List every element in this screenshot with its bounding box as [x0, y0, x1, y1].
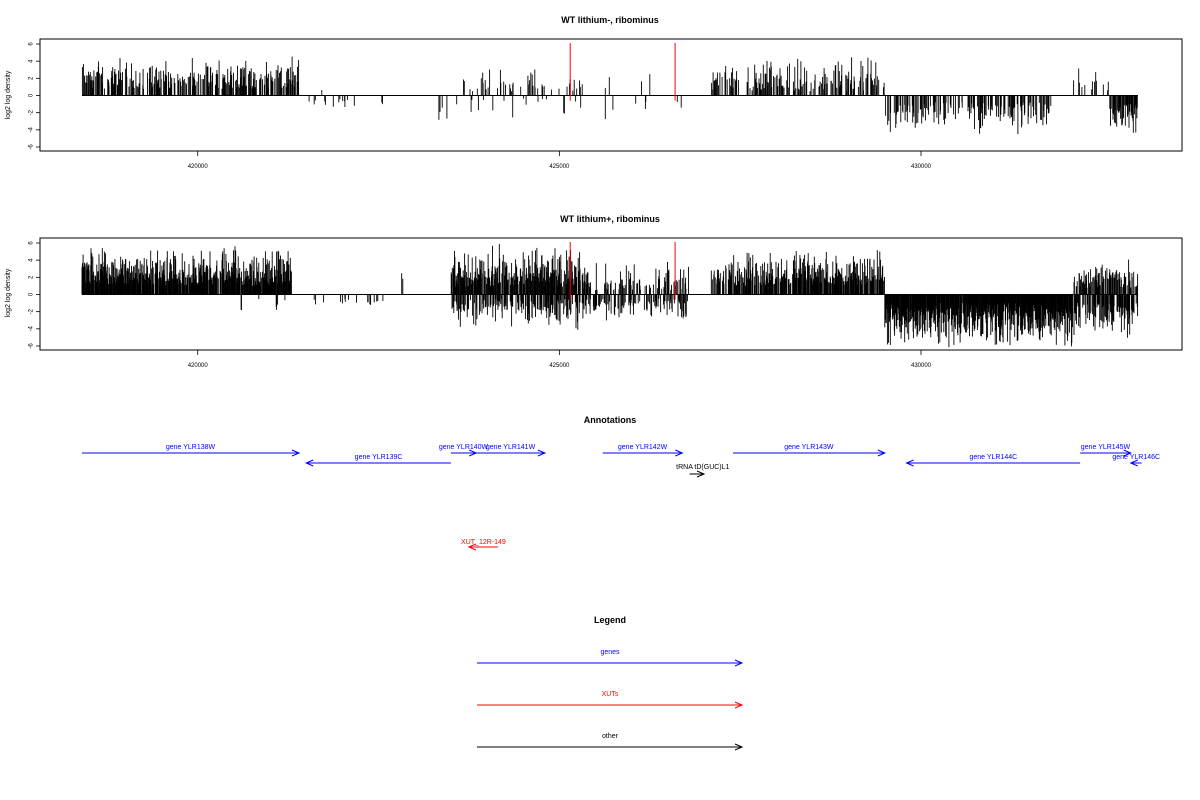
x-tick-label: 420000 — [188, 363, 209, 369]
gene-label: gene YLR138W — [166, 444, 216, 451]
gene-label: gene YLR144C — [969, 454, 1017, 461]
arrow-head — [291, 449, 301, 457]
gene-arrow — [732, 449, 887, 457]
gene-label: gene YLR140W — [439, 444, 489, 451]
chart-title: WT lithium-, ribominus — [561, 15, 659, 25]
y-tick-label: -2 — [29, 308, 35, 314]
legend-arrow — [477, 743, 744, 751]
other-feature-label: tRNA tD(GUC)L1 — [676, 464, 729, 471]
x-tick-label: 420000 — [188, 164, 209, 170]
arrow-head — [877, 449, 887, 457]
gene-arrow — [1129, 459, 1142, 467]
plot-frame — [39, 237, 1183, 351]
y-tick-label: 6 — [29, 42, 35, 46]
arrow-head — [905, 459, 914, 467]
gene-arrow — [1080, 449, 1133, 457]
y-tick-label: 0 — [29, 93, 35, 97]
xut-arrow — [467, 543, 498, 551]
gene-arrow — [82, 449, 301, 457]
legend-arrow — [477, 659, 744, 667]
gene-arrow — [476, 449, 547, 457]
x-tick-label: 430000 — [911, 363, 932, 369]
arrow-head — [1129, 459, 1138, 467]
y-tick-label: -2 — [29, 109, 35, 115]
other-feature-arrow — [689, 470, 706, 478]
arrow-head — [537, 449, 547, 457]
legend-panel: Legend genes XUTs other — [477, 615, 744, 751]
y-tick-label: 2 — [29, 275, 35, 279]
legend-arrow — [477, 701, 744, 709]
y-tick-label: -6 — [29, 343, 35, 349]
x-tick-label: 430000 — [911, 164, 932, 170]
gene-label: gene YLR139C — [355, 454, 403, 461]
legend-label: other — [602, 733, 619, 740]
y-tick-label: 6 — [29, 241, 35, 245]
signal-bars — [81, 243, 1139, 348]
arrow-head — [1123, 449, 1133, 457]
annotations-panel: Annotations gene YLR138W gene YLR139C gene… — [82, 415, 1160, 551]
y-axis-label: log2 log density — [5, 268, 12, 317]
y-tick-label: -4 — [29, 127, 35, 133]
y-tick-label: 4 — [29, 258, 35, 262]
arrow-head — [734, 701, 744, 709]
chart-panel-lithium-plus: WT lithium+, ribominus log2 log density … — [5, 214, 1183, 369]
arrow-head — [734, 659, 744, 667]
y-tick-label: 2 — [29, 76, 35, 80]
chart-panel-lithium-minus: WT lithium-, ribominus log2 log density … — [5, 15, 1183, 170]
y-axis-label: log2 log density — [5, 70, 12, 119]
x-tick-label: 425000 — [549, 164, 570, 170]
arrow-head — [467, 543, 477, 551]
chart-title: WT lithium+, ribominus — [560, 214, 660, 224]
annotations-title: Annotations — [584, 415, 637, 425]
gene-label: gene YLR142W — [618, 444, 668, 451]
gene-label: gene YLR145W — [1081, 444, 1131, 451]
arrow-head — [696, 470, 706, 478]
x-tick-label: 425000 — [549, 363, 570, 369]
legend-label: XUTs — [602, 691, 619, 698]
arrow-head — [304, 459, 314, 467]
y-tick-label: -6 — [29, 144, 35, 150]
gene-arrow — [905, 459, 1081, 467]
legend-label: genes — [600, 649, 620, 656]
gene-arrow — [304, 459, 451, 467]
gene-label: gene YLR146C — [1112, 454, 1160, 461]
arrow-head — [734, 743, 744, 751]
signal-bars — [81, 56, 1138, 135]
y-tick-label: 4 — [29, 59, 35, 63]
xut-label: XUT_12R-149 — [461, 539, 506, 546]
plot-frame — [39, 38, 1183, 152]
gene-label: gene YLR143W — [784, 444, 834, 451]
gene-arrow — [602, 449, 684, 457]
legend-title: Legend — [594, 615, 626, 625]
y-tick-label: 0 — [29, 292, 35, 296]
arrow-head — [675, 449, 684, 457]
y-tick-label: -4 — [29, 326, 35, 332]
gene-label: gene YLR141W — [486, 444, 536, 451]
